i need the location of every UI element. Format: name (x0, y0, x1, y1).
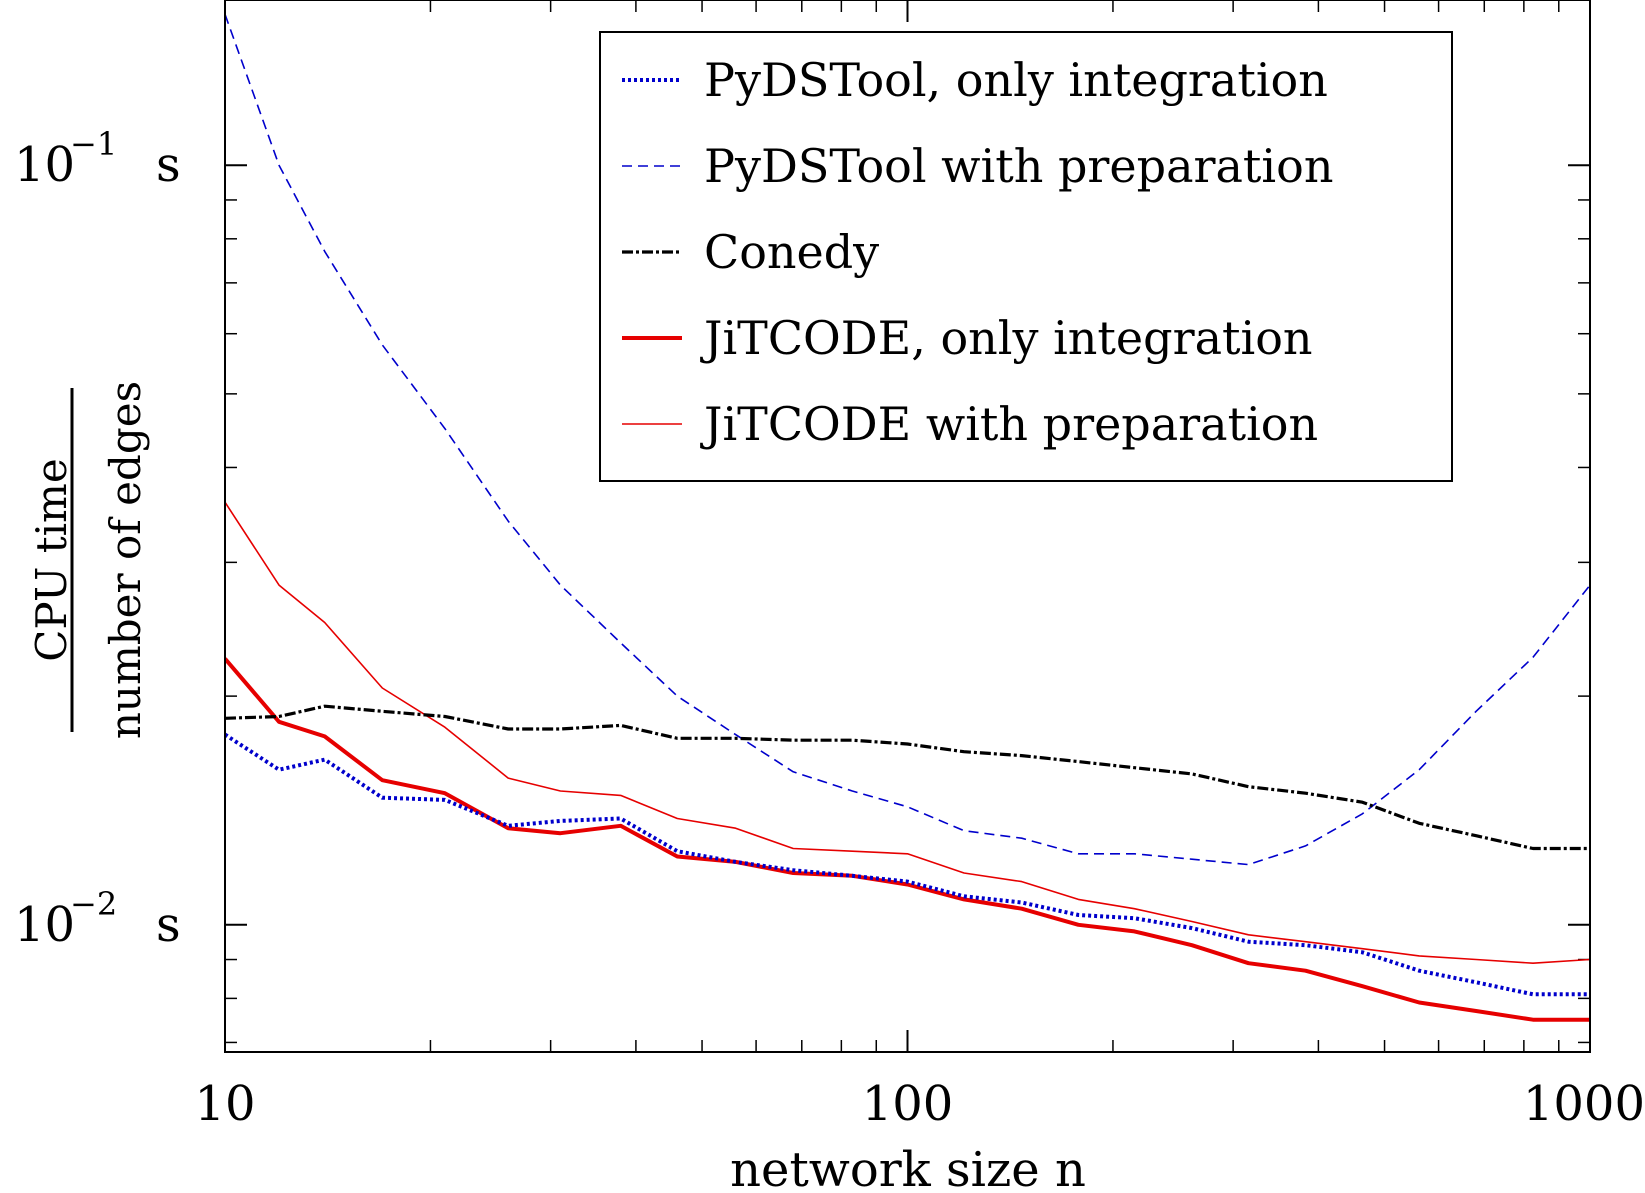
series-layer (225, 14, 1590, 1022)
y-axis-title-denominator: number of edges (101, 381, 150, 739)
series-line-1 (225, 14, 1590, 866)
y-axis-title-numerator: CPU time (27, 458, 76, 661)
legend-label: PyDSTool with preparation (704, 139, 1333, 193)
series-line-2 (225, 704, 1590, 851)
legend-label: Conedy (704, 225, 879, 279)
legend-entry: PyDSTool, only integration (622, 53, 1328, 107)
series-line-0 (225, 732, 1590, 997)
y-axis-title: CPU time number of edges (27, 381, 150, 739)
legend: PyDSTool, only integration PyDSTool with … (599, 31, 1453, 482)
x-tick-label: 100 (862, 1076, 954, 1132)
legend-entry: JiTCODE, only integration (622, 311, 1313, 365)
y-tick-label-exponent: −2 (70, 885, 117, 923)
y-tick-label-base: 10 (14, 137, 75, 193)
y-tick-label-exponent: −1 (70, 125, 117, 163)
y-tick-label-base: 10 (14, 897, 75, 953)
legend-entry: PyDSTool with preparation (622, 139, 1333, 193)
y-tick-label: 10−2 s (14, 885, 181, 953)
series-line-3 (225, 657, 1590, 1022)
legend-entry: JiTCODE with preparation (622, 397, 1318, 451)
y-tick-label-unit: s (156, 137, 181, 193)
legend-box (599, 31, 1453, 482)
x-axis-title: network size n (730, 1142, 1086, 1193)
y-tick-labels: 10−1 s10−2 s (14, 125, 181, 953)
minor-ticks (225, 0, 1590, 1052)
x-tick-label: 10 (194, 1076, 255, 1132)
legend-label: JiTCODE with preparation (700, 397, 1318, 451)
legend-label: JiTCODE, only integration (700, 311, 1313, 365)
y-tick-label: 10−1 s (14, 125, 181, 193)
series-line-4 (225, 501, 1590, 965)
y-tick-label-unit: s (156, 897, 181, 953)
legend-label: PyDSTool, only integration (704, 53, 1328, 107)
legend-entry: Conedy (622, 225, 879, 279)
x-tick-labels: 10 100 1000 (194, 1076, 1645, 1132)
major-ticks (224, 0, 1591, 1052)
x-tick-label: 1000 (1523, 1076, 1645, 1132)
